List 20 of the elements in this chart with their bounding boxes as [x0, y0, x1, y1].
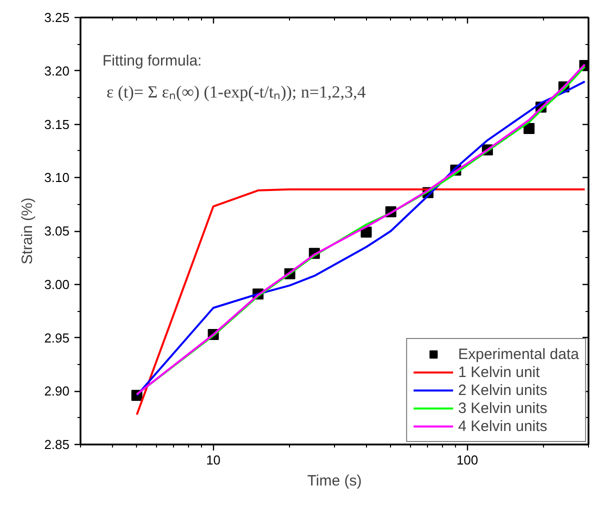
x-axis-title: Time (s): [307, 472, 362, 490]
y-tick-label: 2.95: [44, 330, 70, 346]
y-tick-label: 3.05: [44, 224, 70, 238]
y-tick-label: 2.90: [44, 384, 70, 399]
legend-label: 2 Kelvin units: [458, 381, 548, 399]
y-tick-label: 3.00: [44, 276, 70, 292]
legend-label: Experimental data: [458, 345, 579, 363]
legend-label: 1 Kelvin unit: [458, 363, 540, 381]
x-tick-label: 100: [456, 452, 478, 468]
y-tick-label: 3.10: [44, 170, 70, 186]
y-tick-label: 3.20: [44, 63, 70, 78]
annotation: ε (t)= Σ εₙ(∞) (1-exp(-t/tₙ)); n=1,2,3,4: [106, 82, 366, 102]
annotation: Fitting formula:: [102, 52, 202, 70]
legend-label: 4 Kelvin units: [458, 417, 548, 435]
y-tick-label: 3.25: [44, 10, 70, 25]
legend-label: 3 Kelvin units: [458, 399, 548, 417]
y-axis-title: Strain (%): [19, 198, 36, 264]
y-tick-label: 3.15: [44, 116, 70, 132]
x-tick-label: 10: [206, 452, 221, 468]
y-tick-label: 2.85: [44, 437, 70, 452]
